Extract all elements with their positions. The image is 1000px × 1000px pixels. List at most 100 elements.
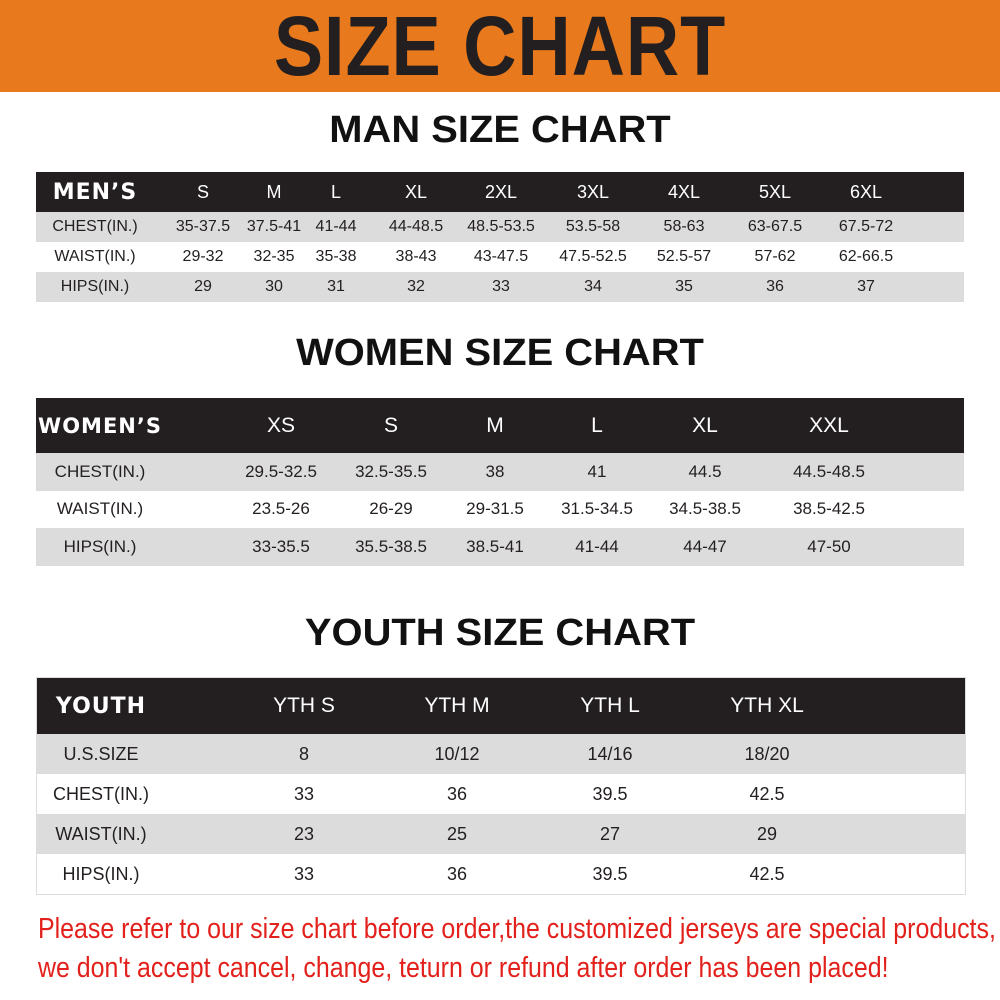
size-header: YTH M: [424, 694, 490, 717]
size-value: 41-44: [575, 536, 619, 556]
notice-line-1: Please refer to our size chart before or…: [38, 913, 996, 945]
size-value: 35-38: [315, 248, 357, 265]
size-value: 41-44: [315, 218, 357, 235]
women-table-row: CHEST(IN.) 29.5-32.5 32.5-35.5 38 41 44.5 44.5…: [36, 453, 964, 491]
size-value: 23.5-26: [252, 499, 310, 519]
youth-table-row: WAIST(IN.) 23 25 27 29: [37, 814, 965, 854]
size-value: 29.5-32.5: [245, 461, 317, 481]
table-label-header: MEN’S: [52, 179, 138, 205]
size-value: 38-43: [395, 248, 437, 265]
size-value: 31.5-34.5: [561, 499, 633, 519]
measurement-label: WAIST(IN.): [54, 248, 136, 265]
women-table-row: WAIST(IN.) 23.5-26 26-29 29-31.5 31.5-34.5 34…: [36, 490, 964, 528]
size-header: XL: [692, 413, 718, 437]
size-value: 39.5: [592, 863, 628, 884]
size-value: 44-48.5: [388, 218, 444, 235]
men-header-row: MEN’S S M L XL 2XL 3XL 4XL 5XL 6XL: [36, 172, 964, 212]
size-value: 58-63: [663, 218, 705, 235]
measurement-label: HIPS(IN.): [63, 536, 137, 556]
size-value: 33: [293, 863, 315, 884]
youth-size-table: YOUTH YTH S YTH M YTH L YTH XL U.S.SIZE 8 10/12…: [36, 677, 966, 895]
table-label-header: WOMEN’S: [38, 413, 162, 438]
size-header: YTH S: [273, 694, 335, 717]
women-header-row: WOMEN’S XS S M L XL XXL: [36, 398, 964, 453]
size-value: 48.5-53.5: [467, 218, 535, 235]
size-header: YTH L: [580, 694, 640, 717]
youth-table-row: U.S.SIZE 8 10/12 14/16 18/20: [37, 734, 965, 774]
size-value: 31: [327, 278, 345, 295]
measurement-label: WAIST(IN.): [56, 499, 144, 519]
women-table-row: HIPS(IN.) 33-35.5 35.5-38.5 38.5-41 41-44 44-…: [36, 528, 964, 566]
size-value: 44.5: [688, 461, 722, 481]
size-value: 30: [265, 278, 283, 295]
women-size-table: WOMEN’S XS S M L XL XXL CHEST(IN.) 29.5-32.5 32.5…: [36, 398, 964, 566]
men-section-title: MAN SIZE CHART: [329, 109, 671, 151]
size-header: 4XL: [667, 181, 701, 202]
size-value: 10/12: [434, 743, 480, 764]
table-label-header: YOUTH: [55, 693, 147, 719]
youth-table-row: CHEST(IN.) 33 36 39.5 42.5: [37, 774, 965, 814]
size-value: 57-62: [754, 248, 796, 265]
youth-header-row: YOUTH YTH S YTH M YTH L YTH XL: [37, 678, 965, 734]
women-section-title: WOMEN SIZE CHART: [296, 332, 704, 374]
size-value: 35-37.5: [175, 218, 231, 235]
size-header: XL: [404, 181, 428, 202]
size-value: 27: [599, 823, 621, 844]
size-value: 34: [584, 278, 602, 295]
size-value: 63-67.5: [747, 218, 803, 235]
size-header: M: [486, 413, 504, 437]
men-table-row: CHEST(IN.) 35-37.5 37.5-41 41-44 44-48.5 48.5…: [36, 212, 964, 242]
size-value: 8: [298, 743, 310, 764]
size-value: 38.5-42.5: [793, 499, 865, 519]
size-header: YTH XL: [730, 694, 804, 717]
size-value: 33-35.5: [252, 536, 310, 556]
youth-section-title: YOUTH SIZE CHART: [304, 612, 696, 654]
size-header: M: [266, 181, 282, 202]
size-header: 6XL: [849, 181, 883, 202]
size-value: 47-50: [807, 536, 851, 556]
size-header: L: [330, 181, 342, 202]
size-value: 52.5-57: [656, 248, 712, 265]
size-value: 38: [485, 461, 505, 481]
size-value: 35: [675, 278, 693, 295]
size-value: 39.5: [592, 783, 628, 804]
size-value: 44-47: [683, 536, 727, 556]
size-value: 35.5-38.5: [355, 536, 427, 556]
size-value: 26-29: [369, 499, 413, 519]
size-value: 38.5-41: [466, 536, 524, 556]
size-value: 29-31.5: [466, 499, 524, 519]
size-value: 44.5-48.5: [793, 461, 865, 481]
measurement-label: U.S.SIZE: [63, 743, 139, 764]
size-value: 42.5: [749, 863, 785, 884]
size-value: 23: [293, 823, 315, 844]
size-header: XXL: [809, 413, 849, 437]
size-value: 33: [492, 278, 510, 295]
size-header: XS: [266, 413, 296, 437]
size-value: 32: [407, 278, 425, 295]
size-header: 5XL: [758, 181, 792, 202]
size-value: 36: [446, 863, 468, 884]
size-value: 29: [194, 278, 212, 295]
size-value: 29-32: [182, 248, 224, 265]
size-value: 14/16: [587, 743, 633, 764]
size-value: 33: [293, 783, 315, 804]
youth-table-row: HIPS(IN.) 33 36 39.5 42.5: [37, 854, 965, 894]
men-size-table: MEN’S S M L XL 2XL 3XL 4XL 5XL 6XL CHEST(IN.) 35-37…: [36, 172, 964, 302]
size-value: 29: [756, 823, 778, 844]
size-value: 25: [446, 823, 468, 844]
size-value: 32.5-35.5: [355, 461, 427, 481]
size-value: 62-66.5: [838, 248, 894, 265]
size-value: 36: [766, 278, 784, 295]
measurement-label: HIPS(IN.): [62, 863, 140, 884]
size-header: 2XL: [484, 181, 518, 202]
size-header: L: [591, 413, 603, 437]
measurement-label: CHEST(IN.): [53, 783, 149, 804]
size-header: 3XL: [576, 181, 610, 202]
size-value: 47.5-52.5: [559, 248, 627, 265]
size-value: 18/20: [744, 743, 790, 764]
measurement-label: HIPS(IN.): [60, 278, 130, 295]
size-value: 42.5: [749, 783, 785, 804]
size-header: S: [383, 413, 399, 437]
banner-title: SIZE CHART: [273, 0, 727, 93]
size-value: 43-47.5: [473, 248, 529, 265]
